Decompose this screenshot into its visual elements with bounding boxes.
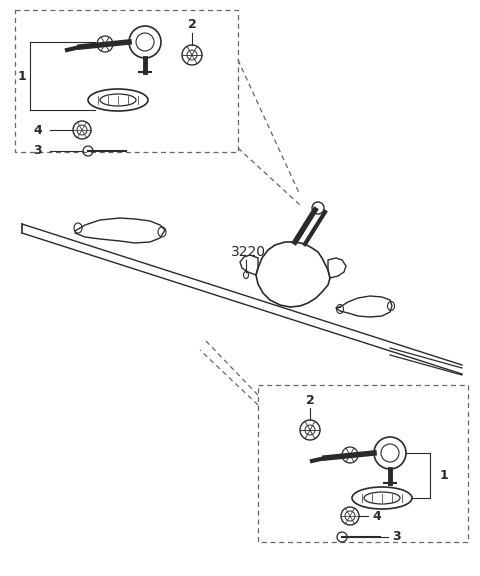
Text: 4: 4 [372, 510, 381, 522]
Text: 4: 4 [34, 123, 42, 137]
Text: 2: 2 [188, 18, 196, 32]
Text: 3: 3 [392, 530, 401, 544]
Text: 1: 1 [18, 70, 26, 82]
Text: 3220: 3220 [230, 245, 265, 259]
Text: 3: 3 [34, 145, 42, 157]
Text: 1: 1 [440, 469, 449, 482]
Text: 2: 2 [306, 393, 314, 407]
